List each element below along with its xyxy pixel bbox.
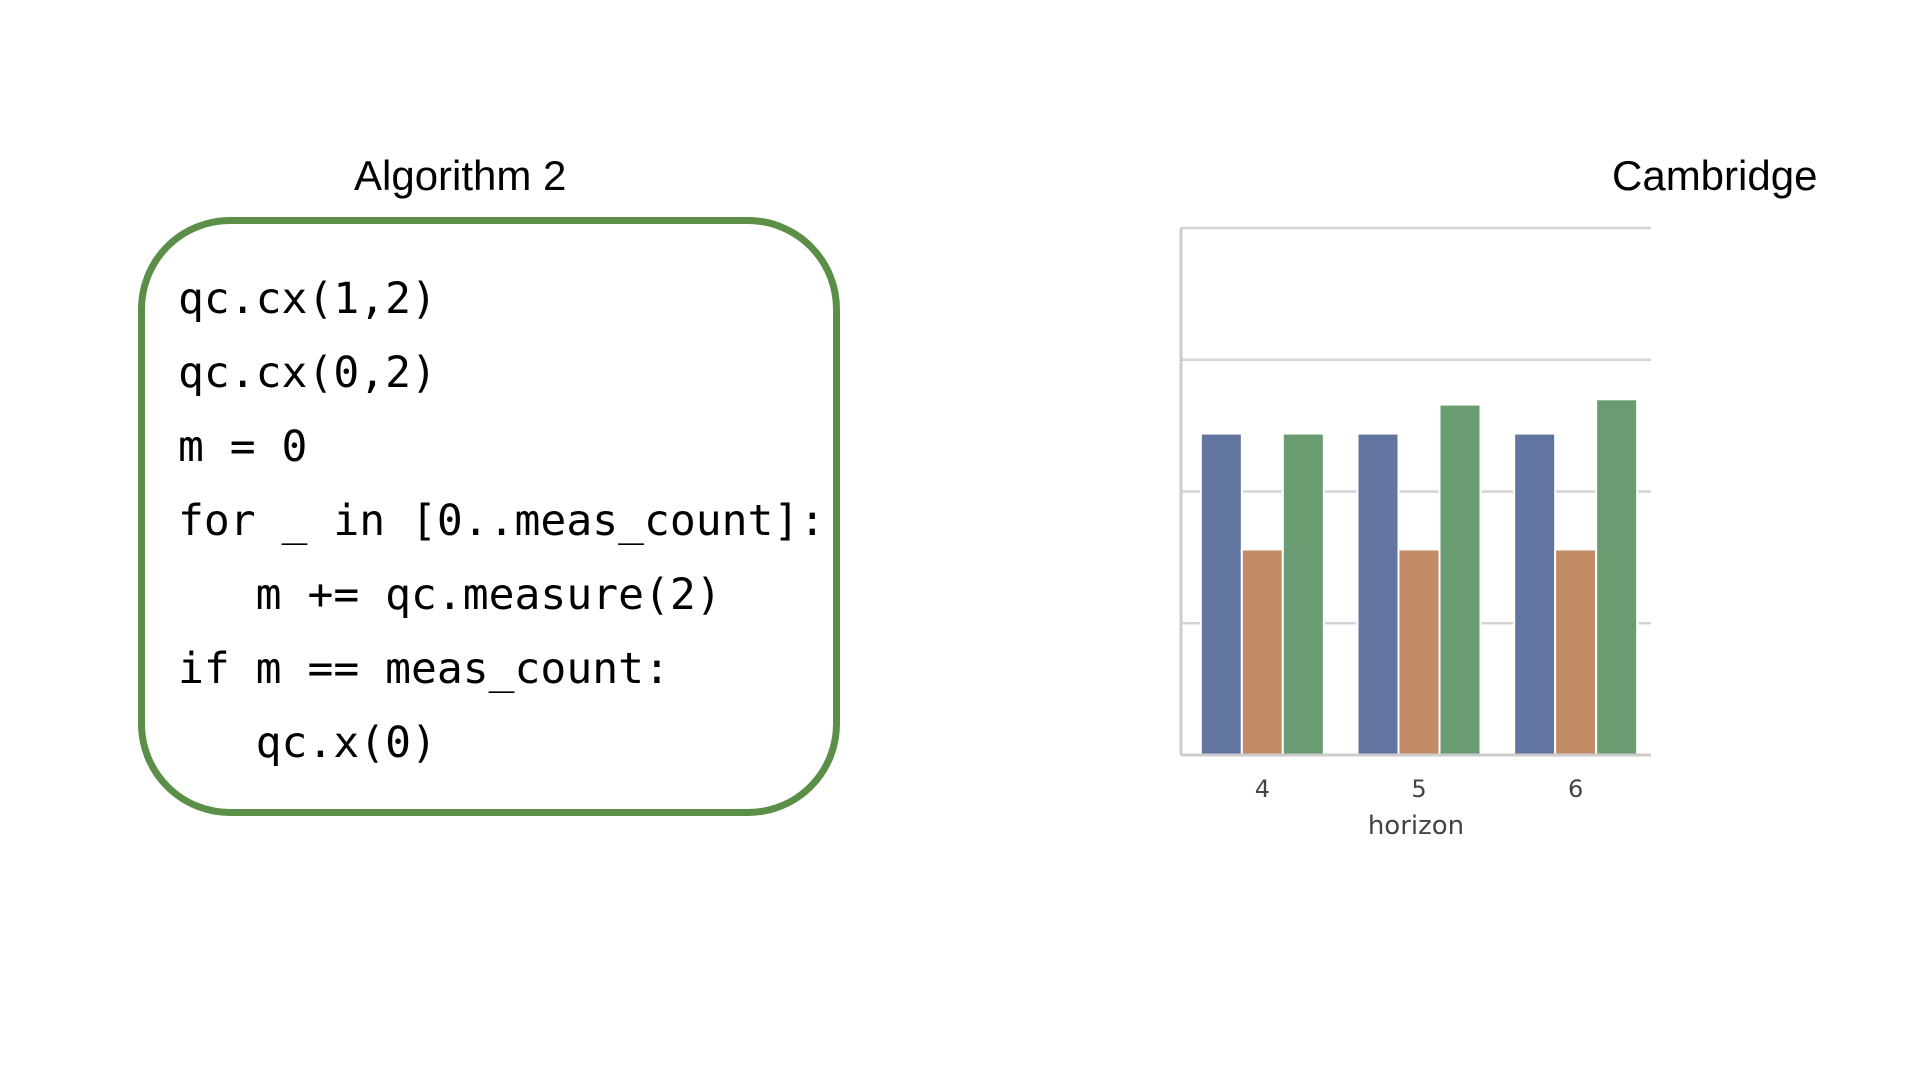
bar-5-series-2 — [1397, 548, 1441, 756]
bar-5-series-1 — [1356, 432, 1400, 756]
bar-5-series-3 — [1438, 403, 1482, 756]
bar-4-series-2 — [1240, 548, 1284, 756]
bar-6-series-2 — [1554, 548, 1598, 756]
algorithm-code-box — [138, 217, 840, 816]
algorithm-title: Algorithm 2 — [354, 152, 567, 199]
code-line-1: qc.cx(1,2) — [178, 274, 437, 324]
code-line-7: qc.x(0) — [178, 718, 437, 768]
x-tick-label-4: 4 — [1255, 775, 1270, 803]
code-line-5: m += qc.measure(2) — [178, 570, 722, 620]
code-line-3: m = 0 — [178, 422, 308, 472]
x-tick-label-6: 6 — [1568, 775, 1583, 803]
code-line-4: for _ in [0..meas_count]: — [178, 496, 826, 546]
bar-4-series-3 — [1281, 432, 1325, 756]
x-axis-label: horizon — [1368, 811, 1464, 841]
bar-6-series-1 — [1513, 432, 1557, 756]
code-line-2: qc.cx(0,2) — [178, 348, 437, 398]
bar-6-series-3 — [1595, 398, 1639, 756]
code-line-6: if m == meas_count: — [178, 644, 670, 694]
x-tick-label-5: 5 — [1411, 775, 1426, 803]
bar-4-series-1 — [1199, 432, 1243, 756]
chart-title: Cambridge — [1612, 152, 1818, 199]
